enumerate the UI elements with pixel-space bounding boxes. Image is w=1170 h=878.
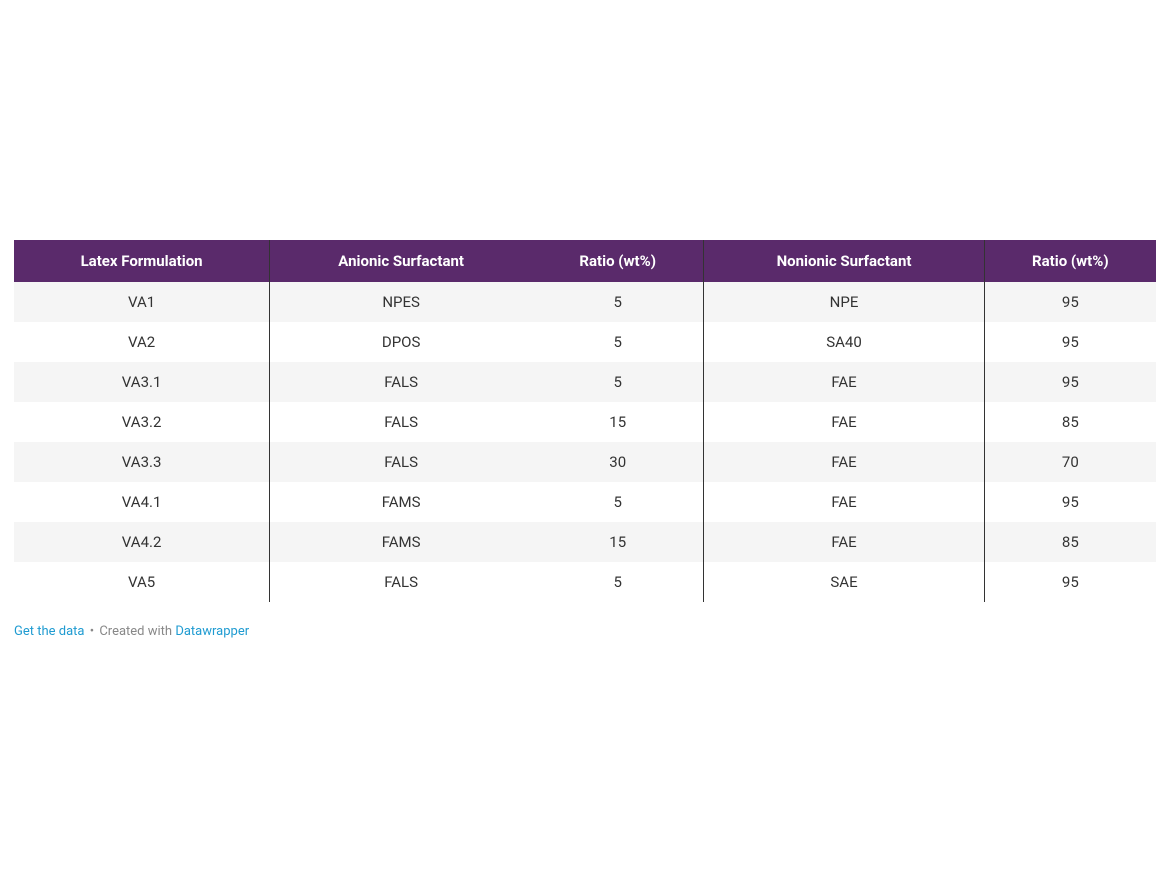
table-row: VA4.2 FAMS 15 FAE 85 (14, 522, 1156, 562)
datawrapper-link[interactable]: Datawrapper (175, 624, 249, 639)
col-header-ratio-nonionic: Ratio (wt%) (984, 240, 1156, 282)
cell-anionic: FALS (270, 442, 532, 482)
table-row: VA5 FALS 5 SAE 95 (14, 562, 1156, 602)
cell-ratio-nonionic: 70 (984, 442, 1156, 482)
cell-ratio-nonionic: 85 (984, 402, 1156, 442)
table-footer: Get the data • Created with Datawrapper (14, 624, 1156, 639)
cell-formulation: VA2 (14, 322, 270, 362)
cell-nonionic: FAE (704, 442, 984, 482)
cell-ratio-nonionic: 85 (984, 522, 1156, 562)
table-row: VA4.1 FAMS 5 FAE 95 (14, 482, 1156, 522)
cell-ratio-nonionic: 95 (984, 362, 1156, 402)
cell-ratio-anionic: 5 (532, 562, 704, 602)
cell-anionic: FALS (270, 562, 532, 602)
cell-ratio-anionic: 15 (532, 522, 704, 562)
cell-formulation: VA3.2 (14, 402, 270, 442)
cell-formulation: VA1 (14, 282, 270, 322)
col-header-nonionic-surfactant: Nonionic Surfactant (704, 240, 984, 282)
table-body: VA1 NPES 5 NPE 95 VA2 DPOS 5 SA40 95 VA3… (14, 282, 1156, 602)
table-header-row: Latex Formulation Anionic Surfactant Rat… (14, 240, 1156, 282)
cell-ratio-nonionic: 95 (984, 322, 1156, 362)
cell-nonionic: FAE (704, 362, 984, 402)
formulation-table: Latex Formulation Anionic Surfactant Rat… (14, 240, 1156, 602)
cell-nonionic: FAE (704, 482, 984, 522)
table-row: VA2 DPOS 5 SA40 95 (14, 322, 1156, 362)
cell-anionic: FALS (270, 402, 532, 442)
col-header-ratio-anionic: Ratio (wt%) (532, 240, 704, 282)
cell-anionic: NPES (270, 282, 532, 322)
cell-formulation: VA3.3 (14, 442, 270, 482)
footer-separator: • (86, 624, 97, 639)
created-with-label: Created with (99, 624, 175, 639)
cell-ratio-anionic: 5 (532, 282, 704, 322)
col-header-anionic-surfactant: Anionic Surfactant (270, 240, 532, 282)
cell-ratio-nonionic: 95 (984, 282, 1156, 322)
table-row: VA3.2 FALS 15 FAE 85 (14, 402, 1156, 442)
get-data-link[interactable]: Get the data (14, 624, 84, 639)
table-row: VA1 NPES 5 NPE 95 (14, 282, 1156, 322)
cell-formulation: VA4.2 (14, 522, 270, 562)
cell-ratio-anionic: 15 (532, 402, 704, 442)
cell-nonionic: FAE (704, 522, 984, 562)
cell-anionic: FAMS (270, 482, 532, 522)
col-header-latex-formulation: Latex Formulation (14, 240, 270, 282)
cell-formulation: VA5 (14, 562, 270, 602)
cell-ratio-anionic: 30 (532, 442, 704, 482)
cell-formulation: VA4.1 (14, 482, 270, 522)
table-row: VA3.3 FALS 30 FAE 70 (14, 442, 1156, 482)
cell-nonionic: SAE (704, 562, 984, 602)
cell-ratio-anionic: 5 (532, 482, 704, 522)
cell-ratio-anionic: 5 (532, 362, 704, 402)
cell-ratio-anionic: 5 (532, 322, 704, 362)
table-row: VA3.1 FALS 5 FAE 95 (14, 362, 1156, 402)
cell-anionic: DPOS (270, 322, 532, 362)
cell-ratio-nonionic: 95 (984, 482, 1156, 522)
cell-nonionic: FAE (704, 402, 984, 442)
cell-ratio-nonionic: 95 (984, 562, 1156, 602)
cell-anionic: FALS (270, 362, 532, 402)
cell-nonionic: NPE (704, 282, 984, 322)
cell-formulation: VA3.1 (14, 362, 270, 402)
cell-anionic: FAMS (270, 522, 532, 562)
cell-nonionic: SA40 (704, 322, 984, 362)
